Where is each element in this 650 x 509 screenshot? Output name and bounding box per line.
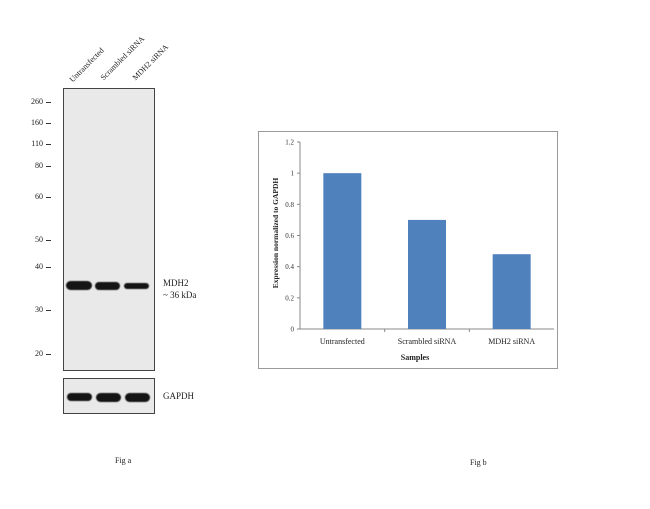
mw-marker-label: 80 xyxy=(35,161,43,170)
x-axis xyxy=(300,328,554,332)
y-tick-label: 0.4 xyxy=(285,263,294,271)
mw-marker-tick xyxy=(46,354,51,355)
mdh2-blot-panel xyxy=(63,88,155,371)
mdh2-band-scrambled-sirna xyxy=(95,282,120,290)
mw-marker-tick xyxy=(46,240,51,241)
target-size-label: ~ 36 kDa xyxy=(163,290,197,300)
mw-marker-label: 20 xyxy=(35,349,43,358)
x-axis-label: Samples xyxy=(401,353,429,362)
mdh2-band-mdh2-sirna xyxy=(124,283,149,289)
mw-marker-label: 160 xyxy=(31,118,43,127)
x-tick-label: Scrambled siRNA xyxy=(398,337,457,346)
y-tick-label: 0.8 xyxy=(285,201,294,209)
mw-marker-label: 50 xyxy=(35,235,43,244)
mw-marker-tick xyxy=(46,197,51,198)
mdh2-band-untransfected xyxy=(66,281,92,290)
mw-marker-tick xyxy=(46,102,51,103)
x-tick-label: MDH2 siRNA xyxy=(488,337,535,346)
mw-marker-tick xyxy=(46,144,51,145)
x-tick-labels: Untransfected Scrambled siRNA MDH2 siRNA xyxy=(320,337,535,346)
y-axis: 0 0.2 0.4 0.6 0.8 1 1.2 xyxy=(285,139,301,334)
bar xyxy=(492,254,531,329)
fig-a-caption: Fig a xyxy=(115,456,132,465)
bars xyxy=(323,173,531,329)
y-tick-label: 1.2 xyxy=(285,139,294,147)
mw-marker-label: 30 xyxy=(35,305,43,314)
y-tick-label: 0.6 xyxy=(285,232,294,240)
lane-label-untransfected: Untransfected xyxy=(67,45,106,84)
y-tick-label: 0.2 xyxy=(285,294,294,302)
bar-chart-frame: 0 0.2 0.4 0.6 0.8 1 1.2 Untransfected Scrambled… xyxy=(258,131,558,369)
y-tick-label: 0 xyxy=(291,326,295,334)
bar xyxy=(408,219,446,329)
gapdh-blot-panel xyxy=(63,378,155,414)
mw-marker-label: 260 xyxy=(31,97,43,106)
gapdh-band-mdh2-sirna xyxy=(125,393,150,402)
fig-b-caption: Fig b xyxy=(470,458,487,467)
mw-marker-tick xyxy=(46,166,51,167)
mw-marker-label: 110 xyxy=(31,139,43,148)
mw-marker-label: 40 xyxy=(35,262,43,271)
gapdh-band-scrambled-sirna xyxy=(96,393,121,402)
bar-chart: 0 0.2 0.4 0.6 0.8 1 1.2 Untransfected Scrambled… xyxy=(271,139,554,362)
mw-marker-tick xyxy=(46,267,51,268)
gapdh-band-untransfected xyxy=(67,393,92,401)
loading-control-label: GAPDH xyxy=(163,391,195,401)
bar xyxy=(323,173,362,329)
mw-marker-label: 60 xyxy=(35,192,43,201)
target-protein-label: MDH2 xyxy=(163,278,189,288)
y-tick-label: 1 xyxy=(291,170,295,178)
y-axis-label: Expression normalized to GAPDH xyxy=(271,178,280,289)
x-tick-label: Untransfected xyxy=(320,337,365,346)
mw-marker-tick xyxy=(46,310,51,311)
mw-marker-tick xyxy=(46,123,51,124)
